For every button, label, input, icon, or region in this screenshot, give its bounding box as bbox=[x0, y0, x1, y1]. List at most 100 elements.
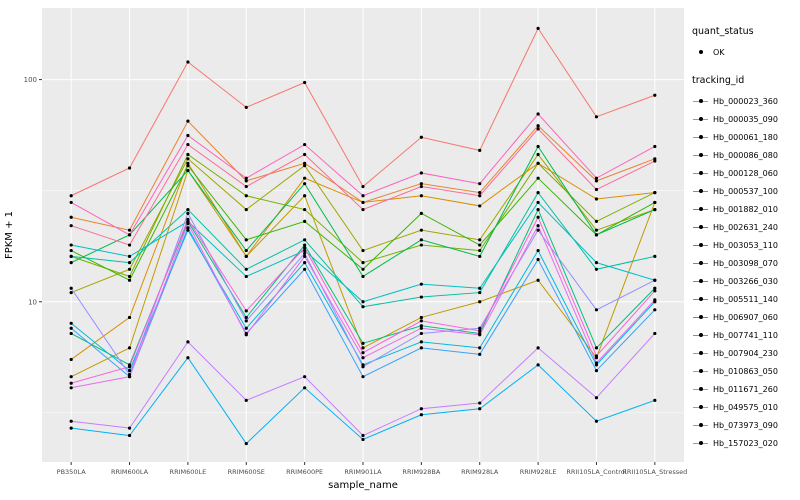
data-point bbox=[594, 115, 599, 119]
data-point bbox=[69, 326, 73, 330]
data-point bbox=[244, 319, 248, 323]
data-point bbox=[419, 407, 423, 411]
legend-item-Hb_000035_090: Hb_000035_090 bbox=[692, 110, 800, 128]
legend-item-label: Hb_000537_100 bbox=[713, 186, 778, 196]
data-point bbox=[69, 321, 73, 325]
data-point bbox=[69, 375, 73, 379]
data-point bbox=[186, 157, 190, 161]
data-point bbox=[653, 200, 657, 205]
data-point bbox=[303, 251, 307, 256]
data-point bbox=[478, 254, 482, 259]
legend-group-quant-status: quant_status OK bbox=[692, 26, 800, 61]
data-point bbox=[536, 161, 540, 165]
data-point bbox=[69, 386, 73, 390]
data-point bbox=[303, 219, 307, 223]
data-point bbox=[69, 224, 73, 228]
data-point bbox=[127, 375, 132, 379]
data-point bbox=[536, 363, 540, 367]
data-point bbox=[361, 341, 365, 345]
data-point bbox=[303, 375, 307, 379]
data-point bbox=[186, 60, 190, 64]
data-point bbox=[478, 286, 482, 290]
data-point bbox=[478, 243, 482, 247]
legend-item-label: Hb_003053_110 bbox=[713, 240, 778, 250]
data-point bbox=[419, 182, 423, 186]
data-point bbox=[69, 254, 73, 259]
data-point bbox=[478, 329, 482, 333]
legend-group-tracking-id: tracking_id Hb_000023_360 Hb_000035_090 Hb… bbox=[692, 75, 800, 452]
data-point bbox=[303, 246, 307, 250]
legend-item-Hb_000023_360: Hb_000023_360 bbox=[692, 92, 800, 110]
data-point bbox=[536, 190, 540, 195]
data-point bbox=[653, 331, 657, 336]
legend-item-label: Hb_157023_020 bbox=[713, 438, 778, 448]
legend-item-label: Hb_003098_070 bbox=[713, 258, 778, 268]
data-point bbox=[69, 290, 73, 295]
data-point bbox=[69, 381, 73, 385]
y-axis-title: FPKM + 1 bbox=[4, 211, 15, 259]
data-point bbox=[303, 80, 307, 85]
data-point bbox=[127, 426, 132, 430]
data-point bbox=[536, 228, 540, 232]
data-point bbox=[594, 368, 599, 373]
legend-item-Hb_007741_110: Hb_007741_110 bbox=[692, 326, 800, 344]
data-point bbox=[594, 233, 599, 237]
data-point bbox=[536, 248, 540, 253]
legend-item-label: Hb_049575_010 bbox=[713, 402, 778, 412]
data-point bbox=[361, 356, 365, 360]
legend-item-label: Hb_000128_060 bbox=[713, 168, 778, 178]
x-tick-label: RRIM600LA bbox=[111, 468, 149, 476]
data-point bbox=[653, 298, 657, 302]
series-key-icon bbox=[692, 147, 709, 164]
data-point bbox=[536, 346, 540, 350]
legend-item-label: Hb_002631_240 bbox=[713, 222, 778, 232]
data-point bbox=[361, 207, 365, 212]
data-point bbox=[244, 315, 248, 320]
legend-item-label: Hb_073973_090 bbox=[713, 420, 778, 430]
data-point bbox=[186, 119, 190, 123]
x-tick-label: RRIM928BA bbox=[402, 468, 440, 476]
data-point bbox=[536, 224, 540, 228]
data-point bbox=[536, 200, 540, 205]
series-key-icon bbox=[692, 255, 709, 272]
data-point bbox=[594, 261, 599, 265]
data-point bbox=[69, 357, 73, 362]
x-tick-label: RRII105LA_Control bbox=[566, 468, 626, 476]
legend-item-Hb_010863_050: Hb_010863_050 bbox=[692, 362, 800, 380]
data-point bbox=[419, 282, 423, 286]
legend-item-Hb_005511_140: Hb_005511_140 bbox=[692, 290, 800, 308]
series-key-icon bbox=[692, 327, 709, 344]
data-point bbox=[361, 261, 365, 265]
legend-item-Hb_007904_230: Hb_007904_230 bbox=[692, 344, 800, 362]
data-point bbox=[361, 274, 365, 279]
data-point bbox=[478, 346, 482, 350]
legend-item-Hb_003053_110: Hb_003053_110 bbox=[692, 236, 800, 254]
legend-item-label: Hb_000023_360 bbox=[713, 96, 778, 106]
data-point bbox=[244, 105, 248, 109]
data-point bbox=[186, 133, 190, 138]
data-point bbox=[186, 356, 190, 360]
series-key-icon bbox=[692, 309, 709, 326]
legend-item-label: Hb_003266_030 bbox=[713, 276, 778, 286]
data-point bbox=[361, 351, 365, 355]
data-point bbox=[594, 176, 599, 180]
data-point bbox=[186, 217, 190, 221]
legend-item-label: OK bbox=[713, 47, 725, 57]
data-point bbox=[186, 221, 190, 226]
data-point bbox=[594, 361, 599, 365]
data-point bbox=[594, 179, 599, 183]
data-point bbox=[653, 207, 657, 212]
data-point bbox=[69, 261, 73, 265]
data-point bbox=[419, 211, 423, 215]
data-point bbox=[594, 396, 599, 400]
series-key-icon bbox=[692, 93, 709, 110]
data-point bbox=[653, 278, 657, 282]
legend-item-Hb_011671_260: Hb_011671_260 bbox=[692, 380, 800, 398]
data-point bbox=[478, 326, 482, 330]
data-point bbox=[478, 300, 482, 304]
data-point bbox=[186, 161, 190, 165]
data-point bbox=[478, 190, 482, 195]
legend-item-label: Hb_010863_050 bbox=[713, 366, 778, 376]
data-point bbox=[478, 401, 482, 405]
series-key-icon bbox=[692, 417, 709, 434]
